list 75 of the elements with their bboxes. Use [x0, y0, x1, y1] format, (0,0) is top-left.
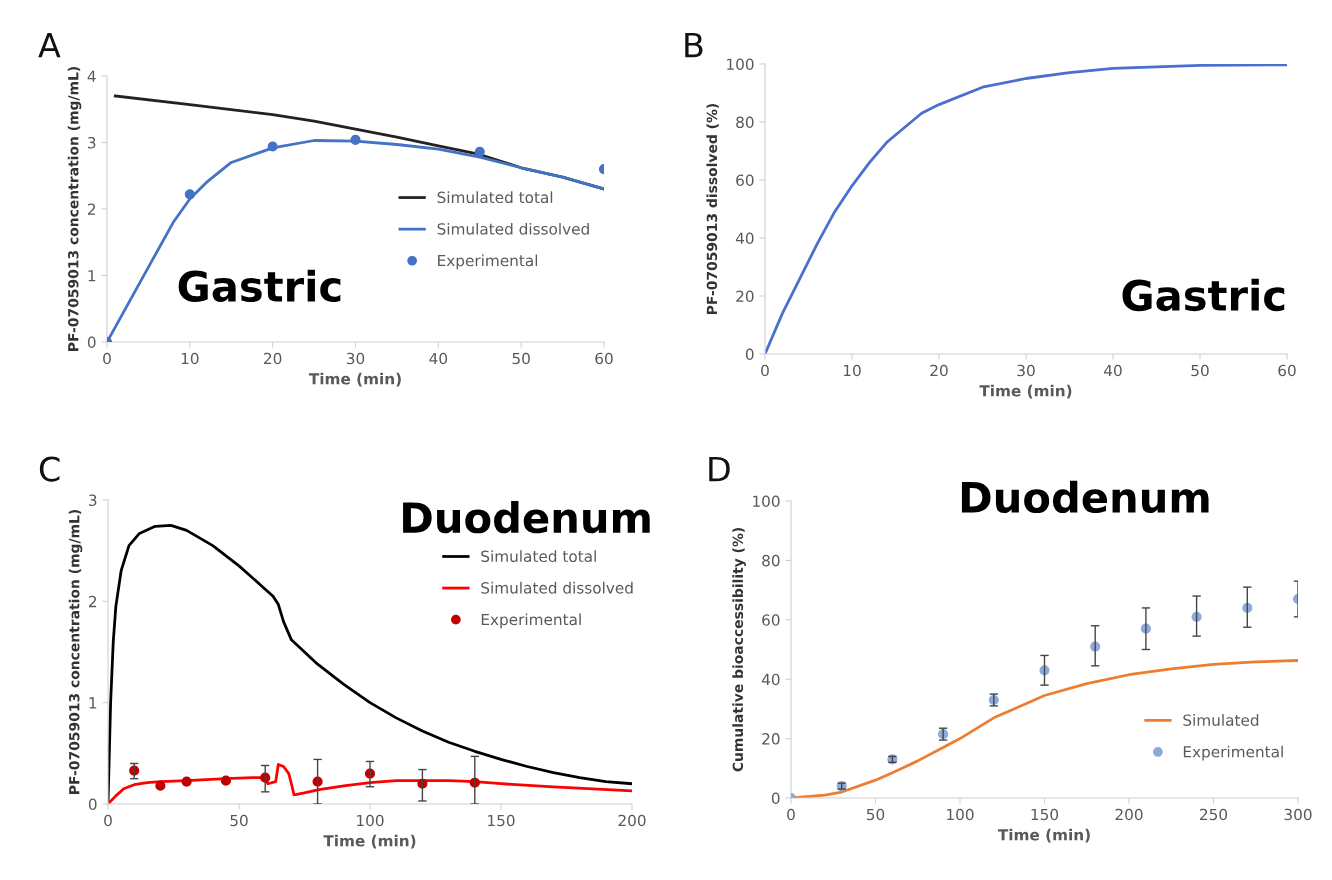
y-tick-label: 100: [753, 495, 780, 508]
x-tick-label: 60: [595, 352, 613, 365]
x-tick-label: 150: [1031, 808, 1059, 821]
y-axis-title: PF-07059013 concentration (mg/mL): [68, 510, 83, 794]
text: D: [709, 456, 730, 482]
y-tick-label: 1: [88, 270, 96, 282]
x-tick-label: 250: [1200, 808, 1228, 821]
point: [155, 780, 166, 791]
x-tick-label: 30: [1017, 364, 1035, 377]
point: [220, 775, 231, 786]
annotation: Duodenum: [961, 480, 1209, 514]
x-axis-title: Time (min): [323, 834, 416, 849]
y-tick-label: 0: [87, 336, 96, 349]
annotation: Duodenum: [403, 501, 650, 534]
y-axis-title: PF-07059013 dissolved (%): [706, 103, 719, 314]
point: [350, 134, 361, 145]
y-tick-label: 100: [727, 58, 754, 71]
x-axis-title: Time (min): [979, 384, 1072, 399]
x-tick-label: 30: [346, 352, 365, 365]
y-tick-label: 3: [88, 136, 96, 149]
x-tick-label: 20: [930, 364, 948, 377]
x-tick-label: 0: [787, 808, 795, 821]
point: [181, 776, 192, 787]
point: [267, 141, 278, 152]
x-tick-label: 10: [843, 364, 861, 377]
x-tick-label: 40: [1104, 364, 1122, 377]
y-tick-label: 1: [89, 697, 97, 709]
x-tick-label: 20: [264, 352, 282, 365]
y-tick-label: 60: [762, 614, 780, 626]
y-tick-label: 80: [736, 116, 754, 129]
y-tick-label: 20: [736, 290, 754, 303]
legend-label: Experimental: [1183, 745, 1283, 761]
x-tick-label: 0: [103, 352, 111, 365]
legend-label: Simulated: [1183, 714, 1259, 726]
y-tick-label: 80: [762, 554, 780, 567]
x-tick-label: 300: [1284, 808, 1312, 821]
x-tick-label: 150: [488, 814, 515, 827]
legend-label: Simulated total: [481, 550, 596, 563]
x-tick-label: 100: [357, 814, 384, 827]
x-tick-label: 50: [512, 352, 530, 365]
x-tick-label: 50: [230, 814, 248, 827]
y-tick-label: 40: [761, 673, 780, 686]
x-tick-label: 200: [1115, 808, 1143, 821]
legend-label: Simulated total: [437, 191, 553, 204]
x-tick-label: 60: [1278, 364, 1296, 377]
text: C: [39, 456, 60, 482]
y-tick-label: 2: [88, 595, 97, 608]
x-axis-title: Time (min): [997, 828, 1090, 843]
y-axis-title: PF-07059013 concentration (mg/mL): [67, 67, 82, 351]
x-tick-label: 40: [429, 352, 448, 365]
x-tick-label: 200: [618, 814, 646, 827]
annotation: Gastric: [1122, 278, 1285, 312]
y-tick-label: 0: [771, 792, 780, 805]
x-tick-label: 50: [1191, 364, 1209, 377]
x-tick-label: 100: [947, 808, 974, 821]
x-tick-label: 0: [104, 814, 112, 827]
y-tick-label: 40: [735, 232, 754, 245]
point: [474, 146, 485, 157]
y-axis-title: Cumulative bioaccessibility (%): [732, 527, 746, 772]
y-tick-label: 20: [762, 733, 780, 745]
legend-label: Simulated dissolved: [437, 222, 589, 235]
text: B: [685, 32, 703, 58]
text: A: [38, 32, 61, 58]
y-tick-label: 2: [87, 203, 96, 215]
legend-label: Experimental: [438, 254, 538, 270]
y-tick-label: 3: [89, 494, 97, 507]
legend-label: Experimental: [481, 613, 581, 629]
x-tick-label: 10: [181, 352, 199, 365]
annotation: Gastric: [178, 269, 341, 303]
y-tick-label: 4: [87, 70, 96, 82]
y-tick-label: 60: [736, 174, 754, 187]
y-tick-label: 0: [88, 798, 97, 811]
legend-label: Simulated dissolved: [481, 581, 633, 594]
x-tick-label: 50: [866, 808, 885, 821]
x-axis-title: Time (min): [308, 372, 401, 387]
